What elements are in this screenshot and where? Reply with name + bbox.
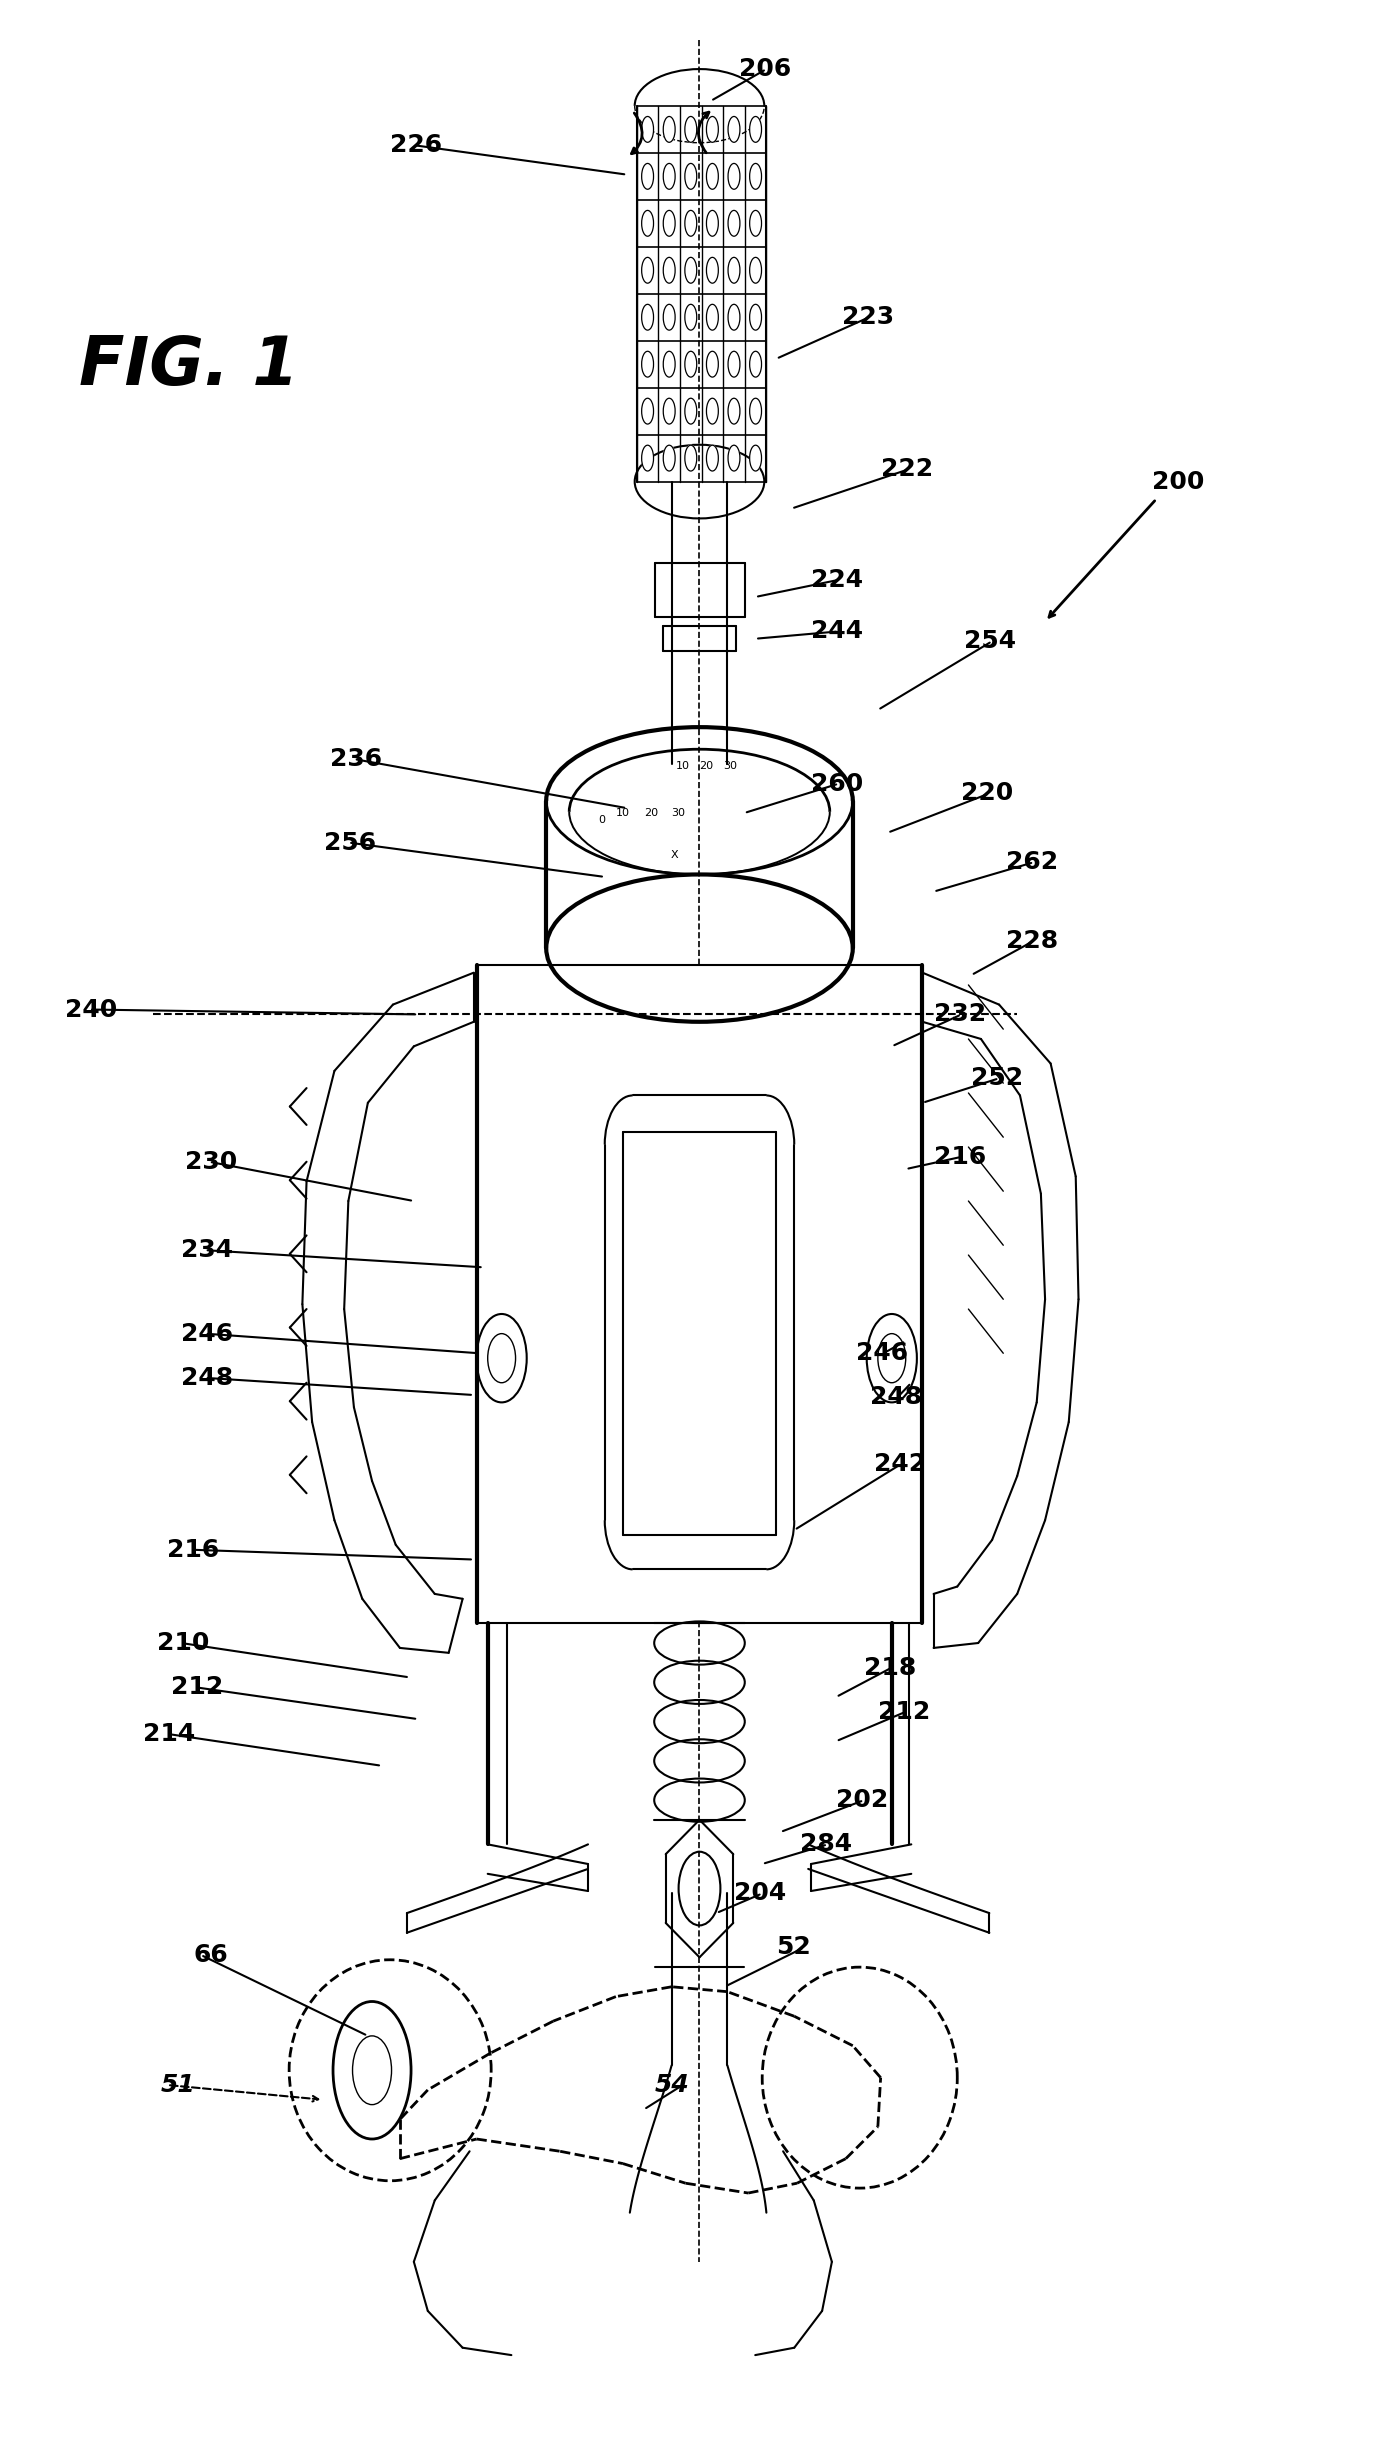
Ellipse shape [706, 305, 718, 330]
Ellipse shape [706, 399, 718, 423]
Text: 230: 230 [185, 1149, 236, 1174]
Text: 212: 212 [877, 1701, 930, 1723]
Ellipse shape [686, 258, 697, 283]
Ellipse shape [663, 305, 676, 330]
Text: 223: 223 [842, 305, 894, 330]
Ellipse shape [663, 116, 676, 143]
Ellipse shape [642, 258, 653, 283]
Text: 232: 232 [933, 1002, 986, 1026]
Text: 204: 204 [734, 1883, 786, 1905]
Ellipse shape [686, 209, 697, 236]
Text: 234: 234 [180, 1238, 232, 1262]
Text: 224: 224 [811, 568, 863, 591]
Ellipse shape [642, 399, 653, 423]
Text: 242: 242 [874, 1452, 926, 1477]
Text: 216: 216 [933, 1144, 986, 1169]
Ellipse shape [706, 116, 718, 143]
Ellipse shape [663, 352, 676, 377]
Ellipse shape [727, 445, 740, 470]
Ellipse shape [750, 209, 761, 236]
Ellipse shape [686, 305, 697, 330]
Ellipse shape [727, 258, 740, 283]
Text: 260: 260 [811, 773, 863, 795]
Text: 214: 214 [143, 1723, 194, 1745]
Ellipse shape [663, 162, 676, 189]
Ellipse shape [642, 445, 653, 470]
Text: FIG. 1: FIG. 1 [80, 332, 299, 399]
Text: 30: 30 [723, 760, 737, 770]
Text: 240: 240 [64, 997, 118, 1021]
Ellipse shape [686, 399, 697, 423]
Ellipse shape [750, 399, 761, 423]
Text: 30: 30 [672, 807, 686, 817]
Ellipse shape [706, 352, 718, 377]
Text: 20: 20 [700, 760, 713, 770]
Text: 0: 0 [599, 815, 606, 824]
Ellipse shape [686, 116, 697, 143]
Ellipse shape [750, 352, 761, 377]
Text: 220: 220 [961, 783, 1014, 805]
Ellipse shape [686, 352, 697, 377]
Ellipse shape [686, 445, 697, 470]
Text: X: X [670, 849, 679, 859]
Ellipse shape [706, 162, 718, 189]
Ellipse shape [750, 305, 761, 330]
Text: 202: 202 [837, 1789, 888, 1811]
Ellipse shape [642, 209, 653, 236]
Text: 244: 244 [811, 620, 863, 642]
Ellipse shape [706, 445, 718, 470]
Ellipse shape [706, 209, 718, 236]
Ellipse shape [727, 209, 740, 236]
Ellipse shape [750, 445, 761, 470]
Ellipse shape [663, 209, 676, 236]
Ellipse shape [663, 258, 676, 283]
Ellipse shape [750, 116, 761, 143]
Text: 20: 20 [644, 807, 658, 817]
Text: 218: 218 [865, 1656, 916, 1678]
Ellipse shape [750, 258, 761, 283]
Ellipse shape [727, 305, 740, 330]
Text: 246: 246 [180, 1322, 232, 1346]
Text: 248: 248 [870, 1386, 922, 1410]
Text: 54: 54 [655, 2072, 690, 2097]
Ellipse shape [727, 352, 740, 377]
Ellipse shape [727, 162, 740, 189]
Ellipse shape [706, 258, 718, 283]
Text: 228: 228 [1006, 928, 1058, 952]
Text: 284: 284 [800, 1833, 852, 1856]
Ellipse shape [663, 445, 676, 470]
Text: 222: 222 [880, 458, 933, 482]
Ellipse shape [642, 305, 653, 330]
Text: 252: 252 [971, 1066, 1023, 1090]
Ellipse shape [642, 352, 653, 377]
Text: 212: 212 [171, 1676, 222, 1698]
Text: 10: 10 [676, 760, 690, 770]
Text: 236: 236 [330, 748, 382, 770]
Text: 248: 248 [180, 1366, 232, 1390]
Ellipse shape [727, 399, 740, 423]
Ellipse shape [642, 162, 653, 189]
Ellipse shape [686, 162, 697, 189]
Text: 200: 200 [1153, 470, 1205, 495]
Text: 256: 256 [325, 829, 376, 854]
Text: 206: 206 [739, 57, 790, 81]
Text: 254: 254 [964, 630, 1017, 652]
Text: 262: 262 [1006, 849, 1058, 874]
FancyBboxPatch shape [477, 965, 922, 1624]
Text: 216: 216 [166, 1538, 218, 1563]
Ellipse shape [642, 116, 653, 143]
Ellipse shape [663, 399, 676, 423]
Text: 246: 246 [856, 1341, 908, 1366]
Text: 226: 226 [389, 133, 442, 158]
Text: 52: 52 [776, 1934, 811, 1959]
Text: 10: 10 [616, 807, 630, 817]
Ellipse shape [750, 162, 761, 189]
Text: 210: 210 [157, 1632, 208, 1654]
Text: 66: 66 [194, 1942, 228, 1966]
Text: 51: 51 [161, 2072, 194, 2097]
Ellipse shape [727, 116, 740, 143]
